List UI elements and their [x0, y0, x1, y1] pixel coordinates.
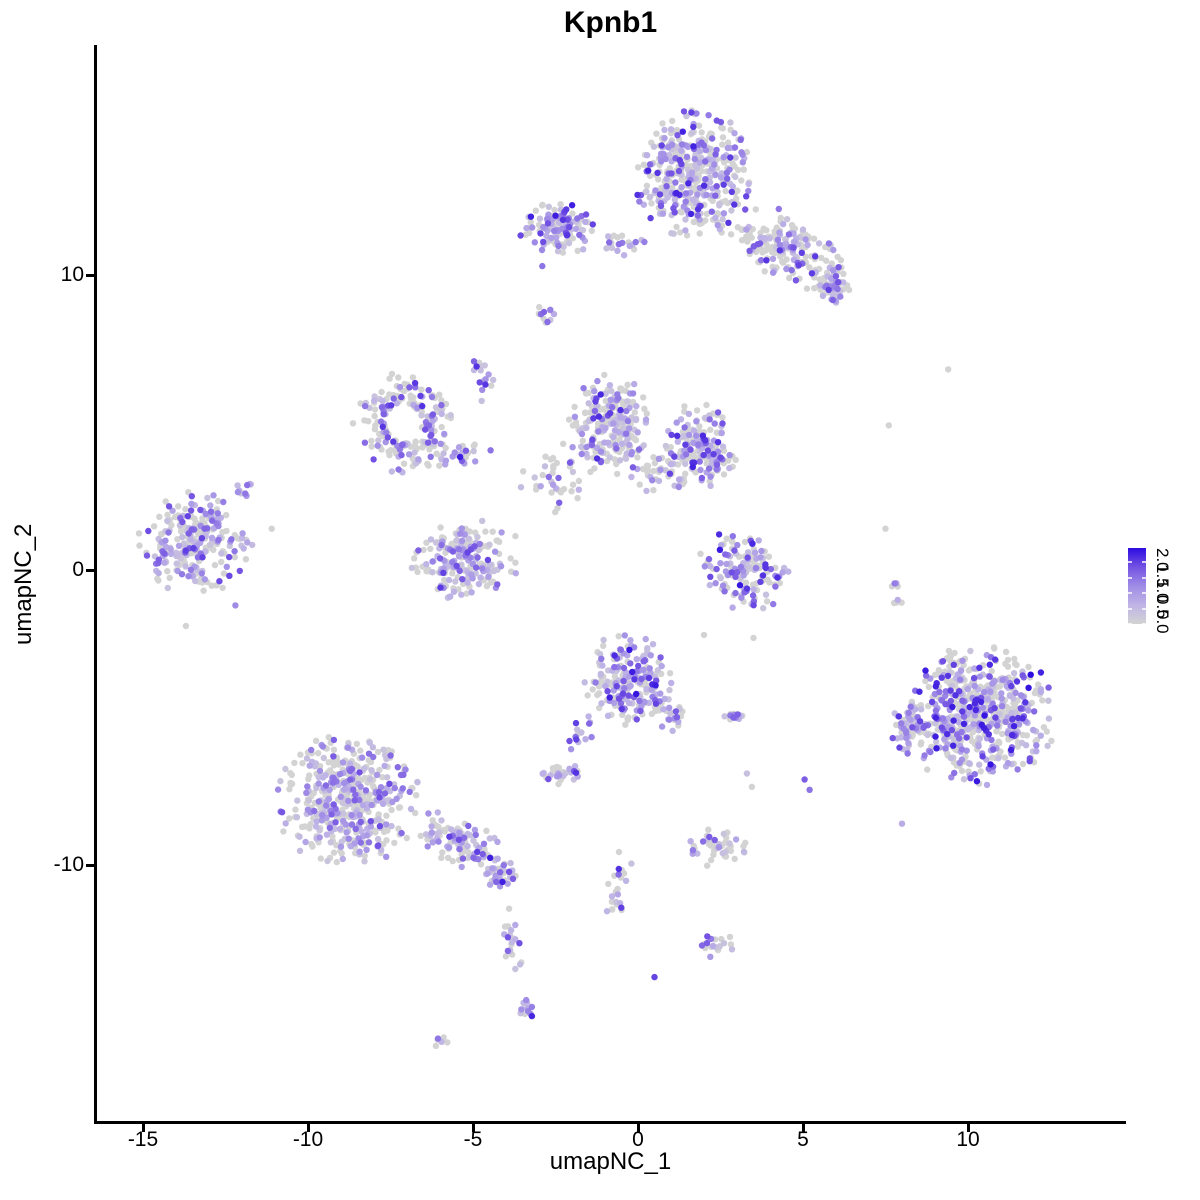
x-tick-label: 5	[797, 1128, 809, 1151]
colorbar-tick	[1128, 561, 1132, 563]
colorbar-tick	[1142, 607, 1146, 610]
legend-label: 2.0	[1153, 548, 1172, 572]
x-axis-label: umapNC_1	[549, 1148, 672, 1175]
x-tick-mark	[636, 1124, 640, 1132]
colorbar-tick	[1142, 576, 1146, 579]
colorbar-tick	[1128, 592, 1132, 594]
y-tick-label: 0	[72, 558, 84, 581]
x-tick-mark	[801, 1124, 805, 1132]
x-tick-label: -5	[463, 1128, 483, 1151]
y-tick-label: -10	[53, 853, 84, 876]
plot-title: Kpnb1	[563, 6, 658, 39]
x-tick-label: -15	[127, 1128, 159, 1151]
y-tick-mark	[86, 568, 94, 572]
legend-label: 1.5	[1153, 563, 1172, 588]
y-axis-label: umapNC_2	[10, 523, 37, 645]
x-tick-mark	[306, 1124, 310, 1132]
y-tick-mark	[86, 273, 94, 277]
colorbar-tick	[1128, 607, 1132, 610]
y-tick-mark	[86, 863, 94, 867]
x-tick-label: 10	[956, 1128, 980, 1151]
x-tick-label: 0	[632, 1128, 644, 1151]
y-tick-label: 10	[60, 263, 84, 286]
colorbar-gradient	[1128, 548, 1146, 625]
legend-label: 1.0	[1153, 579, 1172, 603]
expression-colorbar-legend: 2.0 1.5 1.0 0.5 0.0	[1128, 548, 1198, 638]
colorbar-tick	[1142, 623, 1146, 625]
colorbar-tick	[1128, 576, 1132, 579]
legend-label: 0.0	[1153, 610, 1172, 634]
x-tick-mark	[141, 1124, 145, 1132]
x-tick-mark	[966, 1124, 970, 1132]
colorbar-tick	[1128, 623, 1132, 625]
y-axis-line	[94, 45, 97, 1124]
x-tick-label: -10	[292, 1128, 324, 1151]
colorbar-tick	[1142, 592, 1146, 594]
x-axis-line	[94, 1121, 1126, 1124]
colorbar-tick	[1142, 561, 1146, 563]
x-tick-mark	[471, 1124, 475, 1132]
legend-label: 0.5	[1153, 594, 1172, 619]
